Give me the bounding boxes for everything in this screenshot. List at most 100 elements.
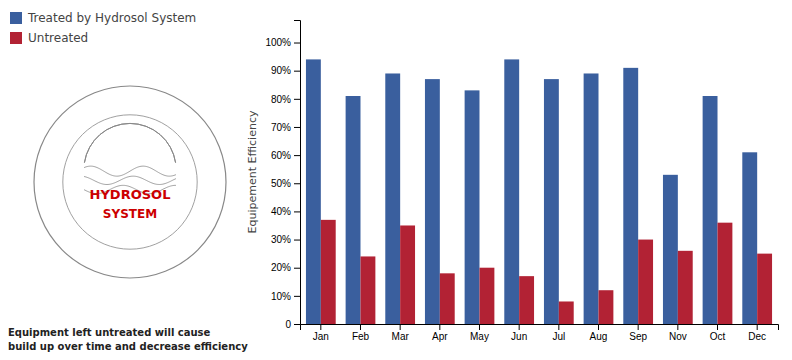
y-tick-label: 90%: [271, 65, 291, 76]
annotation-line: build up over time and decrease efficien…: [8, 341, 248, 352]
chart: Jan Feb Mar Apr May Jun Jul Aug Sep Nov Oct Dec 0 10%…: [0, 0, 792, 360]
bar: [703, 96, 718, 324]
y-axis-line: [294, 21, 301, 325]
x-tick-mark: [717, 324, 718, 330]
y-tick: 0: [285, 319, 300, 330]
x-tick: Jul: [552, 324, 565, 342]
y-tick-label: 20%: [271, 262, 291, 273]
y-tick-label: 60%: [271, 150, 291, 161]
bar-series: [306, 59, 757, 324]
x-tick-label: Apr: [432, 331, 448, 342]
x-tick: Dec: [748, 324, 766, 342]
y-tick: 90%: [271, 65, 300, 76]
y-tick-mark: [294, 324, 300, 325]
y-tick: 10%: [271, 291, 300, 302]
legend-label: Untreated: [28, 31, 88, 45]
y-tick-label: 100%: [265, 37, 291, 48]
legend-item: Treated by Hydrosol System: [10, 11, 196, 25]
x-tick-mark: [479, 324, 480, 330]
logo-text: HYDROSOL: [90, 187, 171, 202]
y-tick: 50%: [271, 178, 300, 189]
y-tick: 100%: [265, 37, 300, 48]
bar: [479, 268, 494, 324]
plot: Jan Feb Mar Apr May Jun Jul Aug Sep Nov Oct Dec 0 10%…: [265, 21, 778, 343]
y-tick-mark: [294, 211, 300, 212]
x-tick: Oct: [710, 324, 726, 342]
x-tick-mark: [757, 324, 758, 330]
y-tick-label: 10%: [271, 291, 291, 302]
x-tick-label: Oct: [710, 331, 726, 342]
x-tick: Sep: [629, 324, 647, 342]
logo-arc: [84, 123, 175, 162]
bar: [519, 276, 534, 324]
bar: [559, 301, 574, 324]
y-tick: 20%: [271, 262, 300, 273]
y-tick-label: 30%: [271, 234, 291, 245]
x-tick-mark: [638, 324, 639, 330]
x-tick: May: [470, 324, 489, 342]
y-tick-mark: [294, 155, 300, 156]
logo-circle: [63, 115, 197, 249]
logo-circle: [34, 86, 226, 278]
x-axis: Jan Feb Mar Apr May Jun Jul Aug Sep Nov Oct Dec: [301, 324, 779, 342]
y-tick-mark: [294, 43, 300, 44]
y-tick-label: 40%: [271, 206, 291, 217]
x-tick-mark: [598, 324, 599, 330]
bar: [385, 73, 400, 324]
bar: [400, 225, 415, 324]
bar: [623, 68, 638, 324]
x-tick-label: Jun: [511, 331, 527, 342]
x-tick: Mar: [392, 324, 410, 342]
legend-swatch: [10, 32, 22, 44]
y-axis: 0 10% 20% 30% 40% 50% 60% 70% 80% 90% 100%: [265, 21, 300, 330]
bar: [638, 240, 653, 324]
y-axis-title: Equipement Efficiency: [246, 110, 259, 233]
bar: [504, 59, 519, 324]
logo-wave: [84, 176, 176, 184]
x-tick-mark: [360, 324, 361, 330]
x-tick-label: Mar: [392, 331, 410, 342]
logo-text: SYSTEM: [103, 207, 157, 221]
y-tick-mark: [294, 183, 300, 184]
x-axis-line: [301, 325, 779, 331]
bar: [584, 73, 599, 324]
x-tick: Feb: [352, 324, 370, 342]
y-tick-label: 50%: [271, 178, 291, 189]
x-tick-mark: [558, 324, 559, 330]
x-tick: Jan: [313, 324, 329, 342]
y-tick-label: 80%: [271, 94, 291, 105]
bar: [306, 59, 321, 324]
bars: [306, 59, 772, 324]
y-tick-mark: [294, 71, 300, 72]
bar: [678, 251, 693, 324]
bar: [321, 220, 336, 324]
x-tick-mark: [439, 324, 440, 330]
bar: [346, 96, 361, 324]
x-tick: Apr: [432, 324, 448, 342]
y-tick-label: 70%: [271, 122, 291, 133]
y-tick-mark: [294, 296, 300, 297]
x-tick-label: Nov: [669, 331, 687, 342]
y-tick-label: 0: [285, 319, 291, 330]
x-tick-mark: [400, 324, 401, 330]
bar: [718, 223, 733, 324]
y-tick-mark: [294, 99, 300, 100]
x-tick-label: Feb: [352, 331, 370, 342]
annotation-line: Equipment left untreated will cause: [8, 327, 211, 338]
logo-wave: [84, 166, 176, 176]
bar: [663, 175, 678, 324]
x-tick-label: Aug: [590, 331, 608, 342]
legend-swatch: [10, 12, 22, 24]
y-tick-mark: [294, 240, 300, 241]
x-tick-label: Sep: [629, 331, 647, 342]
bar: [742, 152, 757, 324]
legend-label: Treated by Hydrosol System: [27, 11, 196, 25]
y-tick: 80%: [271, 94, 300, 105]
bar: [465, 90, 480, 324]
bar: [757, 254, 772, 324]
bar: [425, 79, 440, 324]
y-tick: 70%: [271, 122, 300, 133]
x-tick-label: Jan: [313, 331, 329, 342]
x-tick-label: Dec: [748, 331, 766, 342]
y-tick-mark: [294, 127, 300, 128]
